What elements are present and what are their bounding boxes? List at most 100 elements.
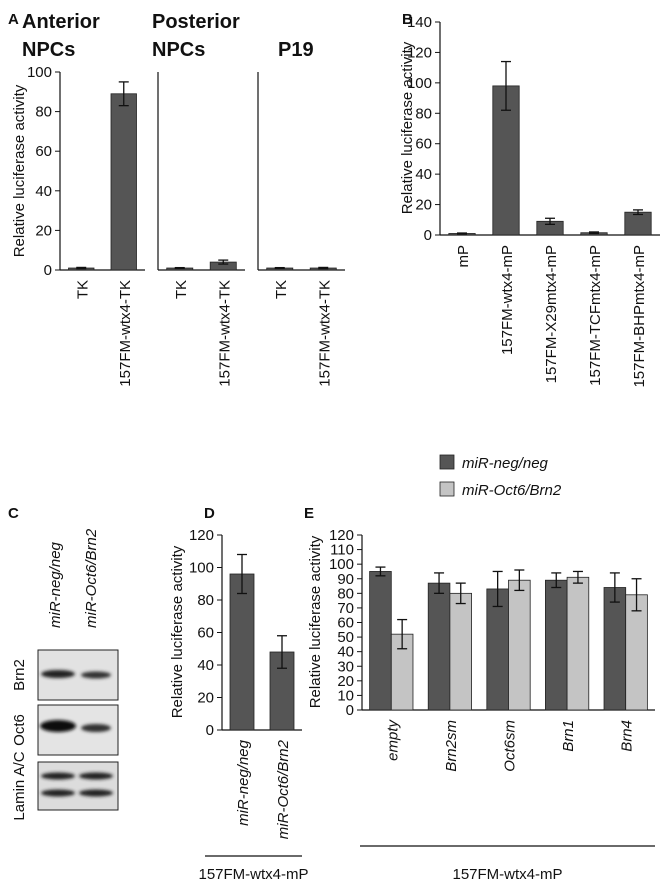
error-bar: [318, 266, 329, 270]
error-bar: [174, 266, 185, 270]
x-tick-label: 157FM-wtx4-TK: [117, 280, 134, 387]
lane-label: miR-Oct6/Brn2: [83, 528, 100, 628]
error-bar: [492, 570, 503, 608]
error-bar: [514, 569, 525, 592]
error-bar: [633, 209, 643, 216]
y-tick-label: 50: [337, 629, 354, 646]
y-tick-label: 100: [189, 560, 214, 577]
x-tick-label: 157FM-wtx4-TK: [216, 280, 233, 387]
bar: [603, 587, 627, 711]
error-bar: [455, 582, 466, 605]
x-tick-label: 157FM-wtx4-TK: [316, 280, 333, 387]
y-tick-label: 20: [197, 690, 214, 707]
error-bar: [397, 618, 408, 650]
y-tick-label: 20: [35, 222, 52, 239]
x-tick-label: TK: [273, 280, 290, 299]
y-tick-label: 10: [337, 687, 354, 704]
bar: [624, 211, 652, 236]
error-bar: [551, 572, 562, 589]
y-tick-label: 80: [197, 592, 214, 609]
x-tick-label: Oct6sm: [502, 720, 519, 772]
error-bar: [277, 635, 287, 669]
y-tick-label: 80: [337, 585, 354, 602]
bar: [449, 592, 472, 711]
error-bar: [589, 231, 599, 235]
x-tick-label: TK: [173, 280, 190, 299]
y-tick-label: 70: [337, 600, 354, 617]
y-tick-label: 60: [415, 136, 432, 153]
y-tick-label: 100: [407, 75, 432, 92]
bar: [486, 588, 509, 711]
bar: [110, 93, 137, 271]
error-bar: [631, 578, 642, 612]
bar: [369, 571, 392, 711]
y-tick-label: 90: [337, 571, 354, 588]
x-axis-label: 157FM-wtx4-mP: [198, 866, 308, 883]
y-tick-label: 60: [197, 625, 214, 642]
x-tick-label: 157FM-wtx4-mP: [499, 245, 516, 355]
x-tick-label: Brn4: [619, 720, 636, 752]
y-tick-label: 60: [337, 615, 354, 632]
legend-swatch: [439, 481, 455, 497]
legend-label: miR-Oct6/Brn2: [462, 482, 562, 499]
panel-label: E: [304, 505, 314, 522]
y-tick-label: 120: [407, 44, 432, 61]
y-tick-label: 0: [44, 262, 52, 279]
bar: [545, 579, 568, 711]
error-bar: [274, 266, 285, 270]
x-tick-label: TK: [74, 280, 91, 299]
error-bar: [118, 81, 129, 107]
error-bar: [457, 232, 467, 235]
x-tick-label: 157FM-BHPmtx4-mP: [631, 245, 648, 388]
panel-label: B: [402, 11, 413, 28]
y-tick-label: 30: [337, 658, 354, 675]
y-axis-label: Relative luciferase activity: [307, 535, 324, 708]
y-tick-label: 0: [206, 722, 214, 739]
chart-title: Posterior NPCs: [152, 11, 240, 61]
x-tick-label: empty: [384, 719, 401, 761]
x-tick-label: miR-Oct6/Brn2: [275, 739, 292, 839]
y-tick-label: 0: [346, 702, 354, 719]
y-tick-label: 140: [407, 14, 432, 31]
x-tick-label: Brn1: [560, 720, 577, 752]
row-label: Brn2: [11, 659, 28, 691]
y-tick-label: 40: [35, 183, 52, 200]
bar: [229, 573, 255, 731]
y-axis-label: Relative luciferase activity: [11, 84, 28, 257]
error-bar: [237, 553, 247, 595]
x-tick-label: Brn2sm: [443, 720, 460, 772]
y-tick-label: 40: [197, 657, 214, 674]
y-tick-label: 110: [330, 542, 354, 559]
bar: [566, 576, 590, 711]
error-bar: [572, 570, 583, 584]
blot: [37, 649, 119, 811]
y-tick-label: 60: [35, 143, 52, 160]
panel-label: C: [8, 505, 19, 522]
x-tick-label: mP: [455, 245, 472, 268]
lane-label: miR-neg/neg: [47, 541, 64, 628]
legend-label: miR-neg/neg: [462, 455, 549, 472]
y-tick-label: 100: [27, 64, 52, 81]
y-tick-label: 40: [415, 166, 432, 183]
error-bar: [545, 217, 555, 226]
y-tick-label: 120: [329, 527, 354, 544]
error-bar: [76, 266, 87, 270]
y-tick-label: 40: [337, 644, 354, 661]
error-bar: [434, 572, 445, 594]
y-tick-label: 0: [424, 227, 432, 244]
bar: [508, 579, 531, 711]
y-tick-label: 100: [329, 556, 354, 573]
x-tick-label: 157FM-X29mtx4-mP: [543, 245, 560, 383]
chart-title: Anterior NPCs: [22, 11, 100, 61]
error-bar: [609, 572, 620, 603]
y-tick-label: 80: [415, 105, 432, 122]
error-bar: [501, 60, 511, 111]
y-tick-label: 80: [35, 104, 52, 121]
legend-swatch: [439, 454, 455, 470]
y-tick-label: 20: [415, 197, 432, 214]
bar: [625, 594, 648, 711]
bar: [427, 582, 451, 711]
error-bar: [218, 259, 229, 265]
